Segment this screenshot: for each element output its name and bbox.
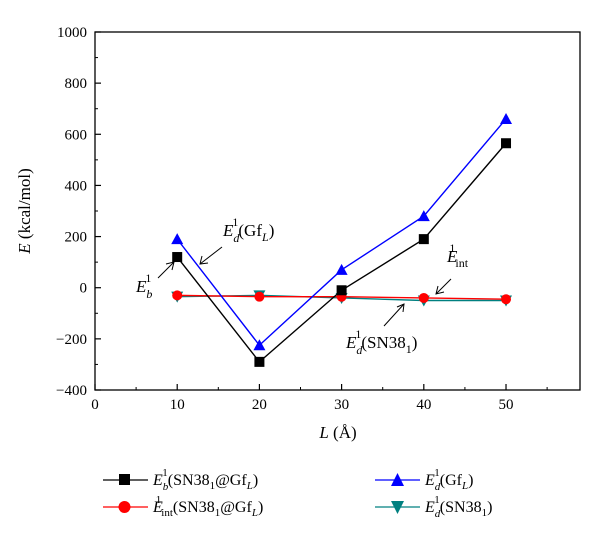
data-point (254, 291, 265, 302)
y-tick-label: 800 (65, 76, 88, 92)
x-tick-label: 0 (91, 397, 99, 413)
data-point (418, 292, 429, 303)
legend-item-eb: Eb1(SN381@GfL) (103, 467, 258, 493)
y-tick-label: −400 (56, 383, 87, 399)
data-point (336, 285, 347, 296)
data-point (172, 290, 183, 301)
svg-text:Ed1(GfL): Ed1(GfL) (424, 467, 473, 493)
y-tick-label: 600 (65, 127, 88, 143)
x-tick-label: 40 (416, 397, 431, 413)
data-point (171, 233, 184, 245)
data-point (500, 112, 513, 124)
y-tick-label: 400 (65, 178, 88, 194)
y-tick-label: 1000 (57, 25, 87, 41)
series-layer (171, 112, 513, 367)
svg-text:E1int(SN381@GfL): E1int(SN381@GfL) (152, 494, 263, 519)
svg-text:E1int: E1int (446, 241, 469, 270)
x-tick-label: 10 (170, 397, 185, 413)
legend-item-ed-gf: Ed1(GfL) (375, 467, 473, 493)
y-axis: −400 −200 0 200 400 600 800 1000 (56, 25, 101, 399)
data-point (501, 138, 512, 149)
data-point (418, 234, 429, 245)
data-point (335, 263, 348, 275)
data-point (253, 339, 266, 351)
svg-text:Ed1(SN381): Ed1(SN381) (345, 327, 417, 357)
x-tick-label: 20 (252, 397, 267, 413)
legend: Eb1(SN381@GfL) E1int(SN381@GfL) Ed1(GfL)… (103, 467, 492, 520)
x-tick-label: 50 (499, 397, 514, 413)
svg-text:Eb1(SN381@GfL): Eb1(SN381@GfL) (152, 467, 258, 493)
svg-text:Ed1(SN381): Ed1(SN381) (424, 494, 492, 520)
annotation-ed-gf: Ed1(GfL) (199, 215, 274, 265)
annotation-ed-sn38: Ed1(SN381) (345, 303, 417, 357)
x-tick-label: 30 (334, 397, 349, 413)
data-point (254, 356, 265, 367)
svg-text:Ed1(GfL): Ed1(GfL) (222, 215, 274, 245)
x-axis: 0 10 20 30 40 50 (91, 384, 548, 413)
annotation-eint: E1int (435, 241, 469, 295)
y-axis-title: E (kcal/mol) (15, 168, 34, 254)
annotation-eb: Eb1 (135, 261, 175, 301)
legend-item-eint: E1int(SN381@GfL) (103, 494, 263, 519)
plot-frame (94, 31, 581, 391)
y-tick-label: 200 (65, 230, 88, 246)
legend-item-ed-sn38: Ed1(SN381) (375, 494, 492, 520)
svg-text:Eb1: Eb1 (135, 271, 152, 301)
y-tick-label: 0 (80, 281, 88, 297)
data-point (417, 210, 430, 222)
x-axis-title: L (Å) (318, 423, 356, 442)
y-tick-label: −200 (56, 332, 87, 348)
data-point (501, 294, 512, 305)
data-point (172, 252, 183, 263)
